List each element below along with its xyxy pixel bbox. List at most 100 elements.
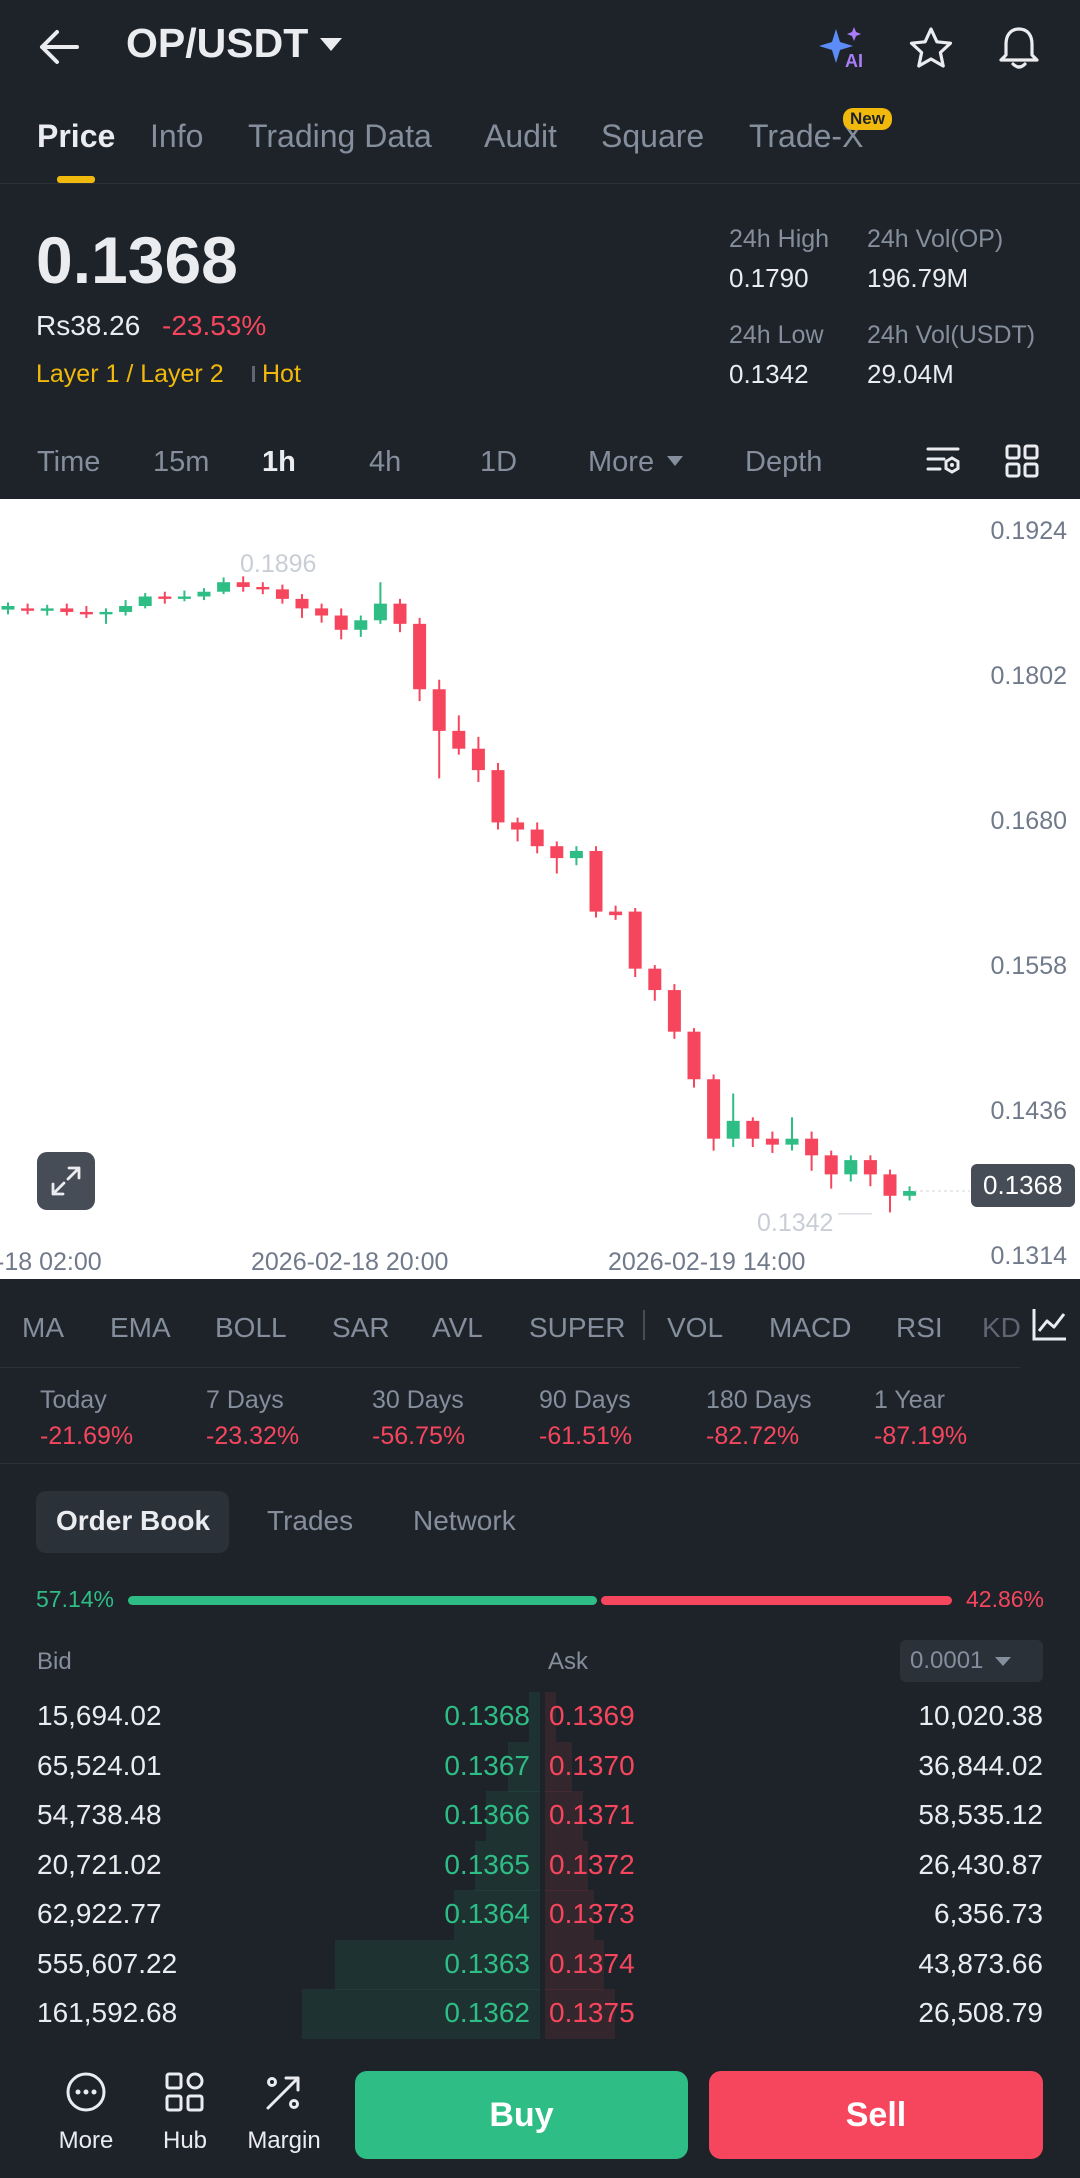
tab-trading-data[interactable]: Trading Data bbox=[248, 118, 432, 154]
more-icon bbox=[66, 2072, 106, 2112]
back-arrow-icon[interactable] bbox=[32, 22, 86, 72]
candle-body bbox=[726, 1120, 740, 1139]
candle-body bbox=[393, 603, 407, 624]
candlestick-chart[interactable]: 0.1924 0.1802 0.1680 0.1558 0.1436 0.1314 -18 … bbox=[0, 499, 1080, 1279]
bid-price: 0.1366 bbox=[444, 1799, 530, 1830]
sell-button[interactable]: Sell bbox=[709, 2071, 1043, 2159]
indicator-boll[interactable]: BOLL bbox=[215, 1312, 287, 1343]
indicator-ma[interactable]: MA bbox=[22, 1312, 64, 1343]
candle-body bbox=[177, 596, 191, 599]
perf-label: 90 Days bbox=[539, 1386, 631, 1414]
more-button[interactable]: More bbox=[46, 2070, 126, 2155]
divider bbox=[0, 1463, 1080, 1464]
star-icon[interactable] bbox=[905, 22, 957, 74]
order-book-row[interactable]: 62,922.77 0.1364 0.1373 6,356.73 bbox=[0, 1890, 1080, 1940]
order-book-row[interactable]: 555,607.22 0.1363 0.1374 43,873.66 bbox=[0, 1939, 1080, 1990]
order-book-row[interactable]: 20,721.02 0.1365 0.1372 26,430.87 bbox=[0, 1840, 1080, 1891]
ask-price: 0.1370 bbox=[549, 1749, 635, 1781]
indicator-ema[interactable]: EMA bbox=[110, 1312, 171, 1343]
interval-4h[interactable]: 4h bbox=[369, 446, 402, 478]
chart-canvas: 0.1924 0.1802 0.1680 0.1558 0.1436 0.1314 -18 … bbox=[0, 517, 1067, 1276]
bid-price: 0.1364 bbox=[444, 1898, 530, 1929]
vol-op-label: 24h Vol(OP) bbox=[867, 225, 1004, 253]
ask-quantity: 26,508.79 bbox=[918, 1997, 1043, 2028]
svg-text:AI: AI bbox=[845, 51, 863, 71]
pair-selector[interactable]: OP/USDT bbox=[126, 20, 343, 67]
header: OP/USDT AI bbox=[0, 0, 1080, 96]
tab-info[interactable]: Info bbox=[150, 118, 204, 154]
expand-icon[interactable] bbox=[37, 1152, 95, 1210]
margin-label: Margin bbox=[247, 2127, 321, 2154]
interval-depth[interactable]: Depth bbox=[745, 446, 823, 478]
perf-value: -87.19% bbox=[874, 1422, 968, 1450]
ask-price: 0.1374 bbox=[549, 1947, 635, 1979]
candle-body bbox=[60, 608, 74, 612]
tab-audit[interactable]: Audit bbox=[484, 118, 557, 154]
interval-more[interactable]: More bbox=[588, 446, 655, 478]
bell-icon[interactable] bbox=[993, 22, 1045, 74]
tab-square[interactable]: Square bbox=[601, 118, 705, 154]
perf-label: 180 Days bbox=[706, 1386, 812, 1414]
hot-tag[interactable]: Hot bbox=[262, 360, 301, 388]
candle-body bbox=[99, 611, 113, 615]
vol-usdt-value: 29.04M bbox=[867, 359, 954, 389]
indicator-avl[interactable]: AVL bbox=[432, 1312, 483, 1343]
indicator-settings-icon[interactable] bbox=[1020, 1280, 1080, 1368]
candle-body bbox=[667, 990, 681, 1032]
chevron-down-icon bbox=[995, 1656, 1012, 1666]
perf-value: -61.51% bbox=[539, 1422, 633, 1450]
grid-layout-icon[interactable] bbox=[1004, 443, 1040, 479]
category-tag[interactable]: Layer 1 / Layer 2 bbox=[36, 360, 224, 388]
perf-label: 1 Year bbox=[874, 1386, 945, 1414]
ask-price: 0.1371 bbox=[549, 1799, 635, 1830]
high-label: 24h High bbox=[729, 225, 830, 253]
low-label: 24h Low bbox=[729, 321, 824, 349]
x-tick-label: 2026-02-18 20:00 bbox=[251, 1248, 448, 1276]
bid-depth-bar bbox=[529, 1692, 540, 1742]
pair-label: OP/USDT bbox=[126, 20, 309, 66]
hub-button[interactable]: Hub bbox=[145, 2070, 225, 2155]
indicator-vol[interactable]: VOL bbox=[667, 1312, 724, 1343]
bid-quantity: 555,607.22 bbox=[37, 1947, 178, 1979]
tab-order-book[interactable]: Order Book bbox=[56, 1505, 211, 1536]
interval-15m[interactable]: 15m bbox=[153, 446, 210, 478]
indicator-rsi[interactable]: RSI bbox=[896, 1312, 943, 1343]
indicator-super[interactable]: SUPER bbox=[529, 1312, 626, 1343]
candle-body bbox=[21, 608, 35, 611]
chevron-down-icon bbox=[667, 456, 683, 466]
interval-1h[interactable]: 1h bbox=[262, 446, 296, 478]
interval-time[interactable]: Time bbox=[37, 446, 101, 478]
perf-value: -82.72% bbox=[706, 1422, 800, 1450]
tab-price[interactable]: Price bbox=[37, 118, 116, 154]
ask-depth-bar bbox=[545, 1840, 588, 1891]
order-book-row[interactable]: 65,524.01 0.1367 0.1370 36,844.02 bbox=[0, 1741, 1080, 1792]
tab-network[interactable]: Network bbox=[413, 1505, 516, 1536]
order-book-row[interactable]: 161,592.68 0.1362 0.1375 26,508.79 bbox=[0, 1989, 1080, 2039]
candle-body bbox=[432, 689, 446, 731]
tick-size-select[interactable]: 0.0001 bbox=[900, 1640, 1043, 1682]
candle-body bbox=[236, 582, 250, 587]
bid-price: 0.1367 bbox=[444, 1749, 530, 1781]
indicator-kd[interactable]: KD bbox=[982, 1312, 1021, 1343]
bid-price: 0.1365 bbox=[444, 1848, 530, 1880]
high-annotation: 0.1896 bbox=[240, 550, 316, 578]
candle-body bbox=[413, 623, 427, 690]
tab-trades[interactable]: Trades bbox=[267, 1505, 354, 1536]
x-tick-label: -18 02:00 bbox=[0, 1248, 102, 1276]
margin-button[interactable]: Margin bbox=[244, 2070, 324, 2155]
ai-sparkle-icon[interactable]: AI bbox=[818, 22, 870, 74]
bid-quantity: 54,738.48 bbox=[37, 1799, 162, 1830]
chart-settings-icon[interactable] bbox=[924, 441, 964, 481]
interval-1d[interactable]: 1D bbox=[480, 446, 518, 478]
perf-value: -23.32% bbox=[206, 1422, 300, 1450]
order-book-row[interactable]: 54,738.48 0.1366 0.1371 58,535.12 bbox=[0, 1791, 1080, 1841]
order-book-row[interactable]: 15,694.02 0.1368 0.1369 10,020.38 bbox=[0, 1692, 1080, 1742]
bid-quantity: 161,592.68 bbox=[37, 1997, 178, 2028]
indicator-sar[interactable]: SAR bbox=[332, 1312, 390, 1343]
candle-body bbox=[511, 822, 525, 830]
y-tick-label: 0.1558 bbox=[991, 952, 1067, 980]
indicator-macd[interactable]: MACD bbox=[769, 1312, 852, 1343]
buy-button[interactable]: Buy bbox=[355, 2071, 688, 2159]
candle-body bbox=[354, 620, 368, 630]
ask-price: 0.1372 bbox=[549, 1848, 635, 1880]
